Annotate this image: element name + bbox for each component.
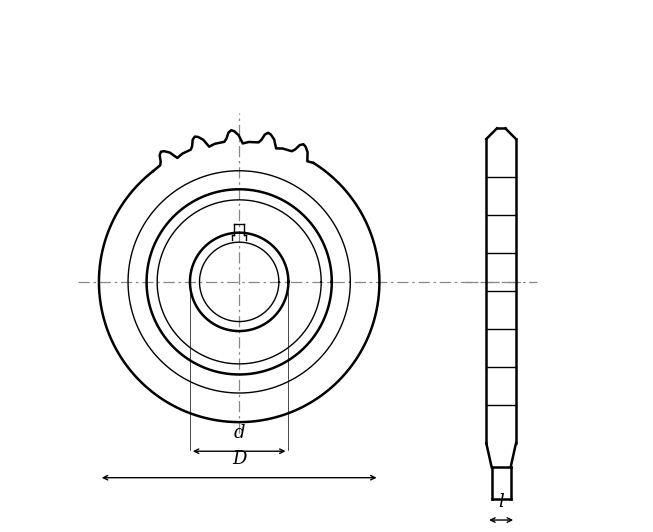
Text: D: D: [232, 450, 246, 468]
Text: l: l: [498, 493, 504, 511]
Text: d: d: [233, 423, 245, 442]
